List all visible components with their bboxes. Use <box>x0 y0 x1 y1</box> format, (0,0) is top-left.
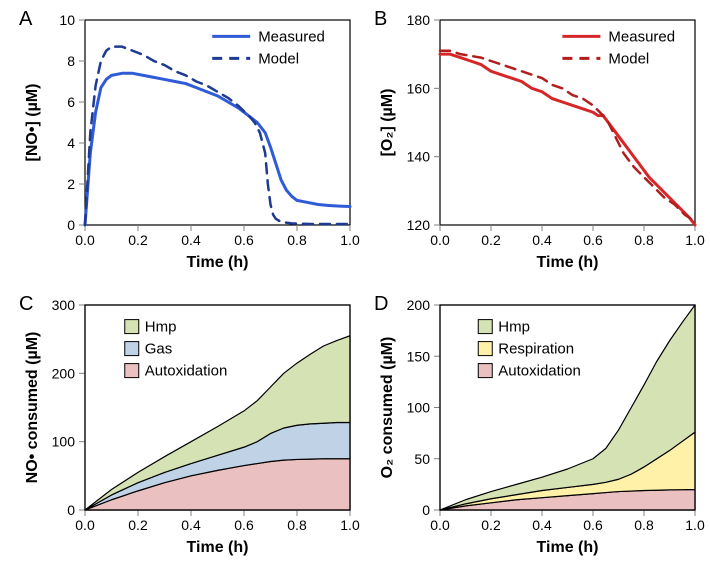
figure-svg: A 0.0 0.2 0.4 0.6 0.8 1.0 0 2 4 6 8 10 Time (h) [NO•] … <box>0 0 710 571</box>
svg-text:Time (h): Time (h) <box>187 539 249 556</box>
svg-text:180: 180 <box>407 12 431 28</box>
svg-text:C: C <box>19 293 33 315</box>
svg-text:160: 160 <box>407 80 431 96</box>
svg-text:0.2: 0.2 <box>128 517 148 533</box>
svg-text:Model: Model <box>258 50 299 67</box>
svg-text:[NO•] (µM): [NO•] (µM) <box>24 84 41 162</box>
svg-text:1.0: 1.0 <box>685 232 705 248</box>
svg-text:0.2: 0.2 <box>128 232 148 248</box>
svg-text:0.8: 0.8 <box>634 232 654 248</box>
svg-text:0.4: 0.4 <box>532 517 552 533</box>
svg-text:8: 8 <box>67 53 75 69</box>
svg-text:0.8: 0.8 <box>287 517 307 533</box>
svg-text:0.6: 0.6 <box>234 517 254 533</box>
svg-text:0.8: 0.8 <box>634 517 654 533</box>
svg-text:0.0: 0.0 <box>430 232 450 248</box>
svg-text:1.0: 1.0 <box>340 232 360 248</box>
svg-text:Autoxidation: Autoxidation <box>145 363 228 380</box>
svg-text:Time (h): Time (h) <box>187 254 249 271</box>
svg-text:0.0: 0.0 <box>75 517 95 533</box>
svg-text:150: 150 <box>407 348 431 364</box>
svg-text:0.8: 0.8 <box>287 232 307 248</box>
svg-text:2: 2 <box>67 176 75 192</box>
svg-text:Model: Model <box>608 50 649 67</box>
svg-text:120: 120 <box>407 217 431 233</box>
svg-text:Hmp: Hmp <box>498 319 530 336</box>
svg-text:D: D <box>374 293 388 315</box>
figure-root: A 0.0 0.2 0.4 0.6 0.8 1.0 0 2 4 6 8 10 Time (h) [NO•] … <box>0 0 710 571</box>
svg-text:0: 0 <box>67 217 75 233</box>
svg-text:1.0: 1.0 <box>685 517 705 533</box>
svg-text:Gas: Gas <box>145 341 173 358</box>
svg-text:Autoxidation: Autoxidation <box>498 363 581 380</box>
svg-text:0.0: 0.0 <box>75 232 95 248</box>
svg-text:Time (h): Time (h) <box>537 254 599 271</box>
svg-text:A: A <box>19 8 33 30</box>
svg-text:Measured: Measured <box>608 28 675 45</box>
svg-text:100: 100 <box>407 400 431 416</box>
svg-text:0.4: 0.4 <box>532 232 552 248</box>
svg-text:0.0: 0.0 <box>430 517 450 533</box>
svg-text:O₂ consumed (µM): O₂ consumed (µM) <box>379 337 396 479</box>
svg-text:Measured: Measured <box>258 28 325 45</box>
svg-text:0.6: 0.6 <box>234 232 254 248</box>
svg-text:100: 100 <box>52 434 76 450</box>
svg-text:0.4: 0.4 <box>181 232 201 248</box>
svg-text:0.2: 0.2 <box>481 232 501 248</box>
svg-text:200: 200 <box>407 297 431 313</box>
svg-text:1.0: 1.0 <box>340 517 360 533</box>
svg-text:B: B <box>374 8 387 30</box>
svg-text:0.6: 0.6 <box>583 517 603 533</box>
svg-text:Hmp: Hmp <box>145 319 177 336</box>
svg-text:0.2: 0.2 <box>481 517 501 533</box>
svg-text:Time (h): Time (h) <box>537 539 599 556</box>
svg-text:0.6: 0.6 <box>583 232 603 248</box>
svg-text:[O₂] (µM): [O₂] (µM) <box>379 89 396 157</box>
svg-text:140: 140 <box>407 149 431 165</box>
svg-text:Respiration: Respiration <box>498 341 574 358</box>
svg-text:6: 6 <box>67 94 75 110</box>
svg-text:NO• consumed (µM): NO• consumed (µM) <box>24 332 41 484</box>
svg-text:0.4: 0.4 <box>181 517 201 533</box>
svg-text:300: 300 <box>52 297 76 313</box>
svg-text:4: 4 <box>67 135 75 151</box>
svg-text:0: 0 <box>422 502 430 518</box>
svg-text:200: 200 <box>52 365 76 381</box>
svg-text:0: 0 <box>67 502 75 518</box>
svg-text:10: 10 <box>59 12 75 28</box>
svg-text:50: 50 <box>414 451 430 467</box>
